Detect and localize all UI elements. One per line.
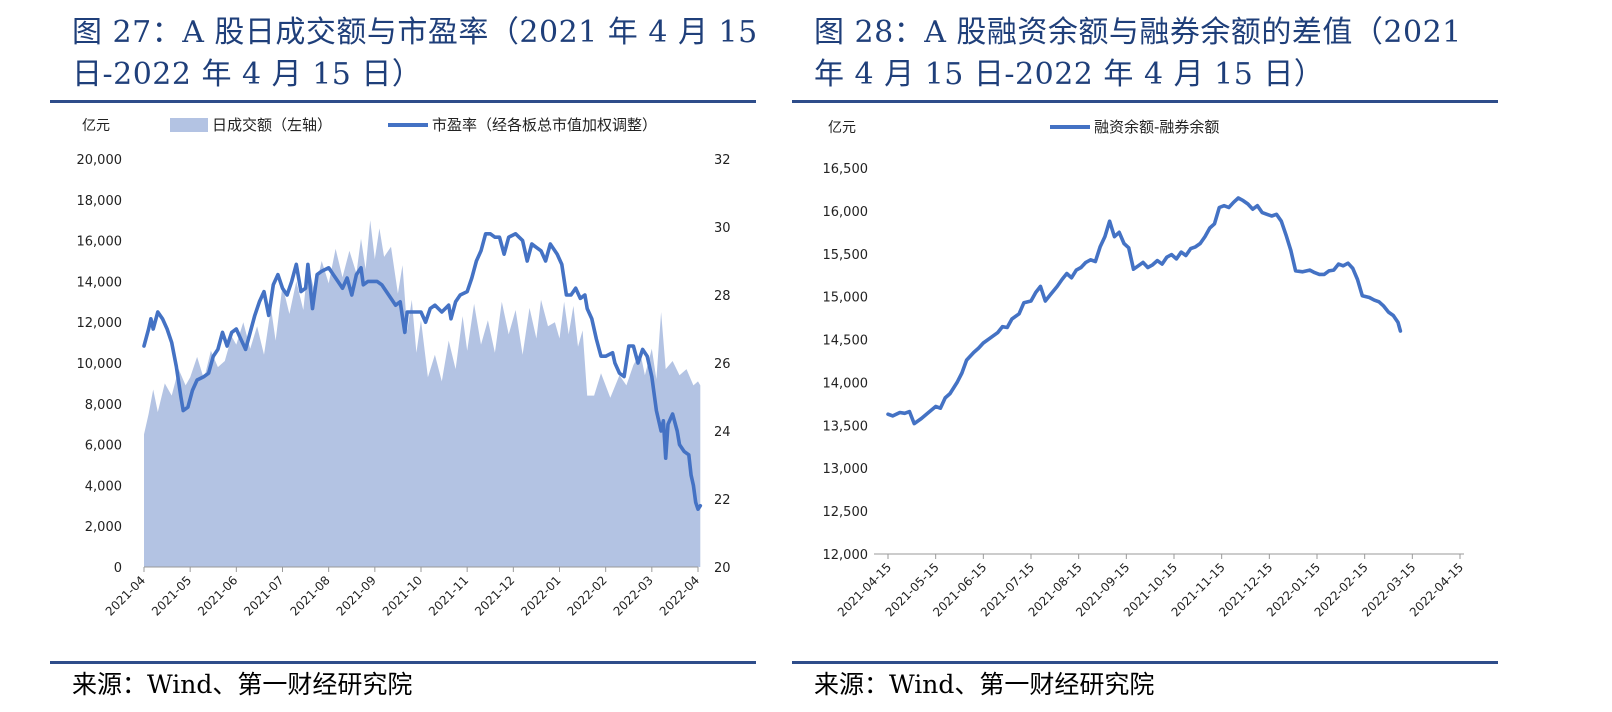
chart-axes <box>143 566 699 572</box>
line-series-margin-balance-difference <box>886 196 1403 426</box>
x-tick-label: 2021-11 <box>426 573 471 618</box>
figure-27-panel: 图 27：A 股日成交额与市盈率（2021 年 4 月 15 日-2022 年 … <box>50 0 760 712</box>
y-tick-label: 16,500 <box>823 162 869 177</box>
y-tick-label: 14,000 <box>823 376 869 391</box>
x-tick-label: 2021-08 <box>287 573 332 618</box>
figure-27-top-rule <box>50 100 756 103</box>
y-tick-label: 20,000 <box>77 153 123 168</box>
y-tick-label: 10,000 <box>77 357 123 372</box>
legend-area-label: 日成交额（左轴） <box>212 116 332 134</box>
y2-tick-label: 30 <box>714 221 731 236</box>
x-tick-label: 2022-03 <box>611 573 656 618</box>
y-tick-label: 12,500 <box>823 505 869 520</box>
chart-legend: 日成交额（左轴） 市盈率（经各板总市值加权调整） <box>170 116 657 134</box>
y2-tick-label: 26 <box>714 357 731 372</box>
x-tick-label: 2022-01 <box>518 573 563 618</box>
line-pe-ratio <box>142 232 703 512</box>
figure-28-title-line2: 年 4 月 15 日-2022 年 4 月 15 日） <box>814 57 1325 92</box>
y-tick-label: 4,000 <box>85 479 122 494</box>
figure-28-panel: 图 28：A 股融资余额与融券余额的差值（2021 年 4 月 15 日-202… <box>792 0 1502 712</box>
x-tick-label: 2022-04 <box>657 573 702 618</box>
y-tick-label: 15,500 <box>823 248 869 263</box>
figure-27-bottom-rule <box>50 661 756 664</box>
y-tick-label: 16,000 <box>77 235 123 250</box>
x-tick-label: 2021-06 <box>195 573 240 618</box>
y-tick-label: 13,500 <box>823 419 869 434</box>
figure-28-chart: 亿元 融资余额-融券余额 12,000 12,500 13,000 13,500 14,… <box>823 118 1467 619</box>
legend-line-label: 融资余额-融券余额 <box>1094 118 1219 136</box>
x-tick-label: 2021-05 <box>149 573 194 618</box>
x-tick-label: 2021-09 <box>334 573 379 618</box>
figure-27-title-line2: 日-2022 年 4 月 15 日） <box>72 57 423 92</box>
y2-tick-label: 20 <box>714 561 731 576</box>
y-tick-label: 12,000 <box>77 316 123 331</box>
figure-28-title-line1: 图 28：A 股融资余额与融券余额的差值（2021 <box>814 15 1462 50</box>
line-margin-balance-difference <box>886 196 1403 426</box>
legend-area-swatch <box>170 118 208 132</box>
line-series-pe-ratio <box>142 232 703 512</box>
y2-tick-label: 32 <box>714 153 731 168</box>
area-series-daily-turnover <box>144 220 701 567</box>
y-tick-label: 13,000 <box>823 462 869 477</box>
y-tick-label: 2,000 <box>85 520 122 535</box>
x-tick-label: 2022-02 <box>564 573 609 618</box>
y2-tick-label: 24 <box>714 425 731 440</box>
area-daily-turnover <box>144 220 701 567</box>
y-tick-label: 15,000 <box>823 291 869 306</box>
x-tick-label: 2021-07 <box>241 573 286 618</box>
y-tick-label: 0 <box>114 561 122 576</box>
y-tick-label: 18,000 <box>77 194 123 209</box>
y-axis-unit-label: 亿元 <box>82 118 110 134</box>
x-tick-label: 2021-12 <box>472 573 517 618</box>
y-tick-label: 12,000 <box>823 548 869 563</box>
figure-27-source: 来源：Wind、第一财经研究院 <box>72 670 413 699</box>
figure-27-title-line1: 图 27：A 股日成交额与市盈率（2021 年 4 月 15 <box>72 15 758 50</box>
tick-labels: 12,000 12,500 13,000 13,500 14,000 14,500 15,0… <box>823 162 1467 619</box>
y2-tick-label: 22 <box>714 493 731 508</box>
y-tick-label: 8,000 <box>85 398 122 413</box>
y2-tick-label: 28 <box>714 289 731 304</box>
figure-28-top-rule <box>792 100 1498 103</box>
y-tick-label: 14,500 <box>823 334 869 349</box>
figure-28-title: 图 28：A 股融资余额与融券余额的差值（2021 年 4 月 15 日-202… <box>814 12 1462 96</box>
chart-axes <box>874 553 1464 559</box>
x-tick-label: 2021-04 <box>103 573 148 618</box>
y-tick-label: 16,000 <box>823 205 869 220</box>
legend-line-label: 市盈率（经各板总市值加权调整） <box>432 116 657 134</box>
figure-28-source: 来源：Wind、第一财经研究院 <box>814 670 1155 699</box>
figure-27-chart: 亿元 日成交额（左轴） 市盈率（经各板总市值加权调整） 0 2,000 4,000 6… <box>77 116 731 619</box>
figure-28-bottom-rule <box>792 661 1498 664</box>
x-tick-label: 2021-10 <box>380 573 425 618</box>
chart-legend: 融资余额-融券余额 <box>1050 118 1219 136</box>
y-axis-unit-label: 亿元 <box>828 120 856 136</box>
figure-27-title: 图 27：A 股日成交额与市盈率（2021 年 4 月 15 日-2022 年 … <box>72 12 758 96</box>
y-tick-label: 6,000 <box>85 439 122 454</box>
y-tick-label: 14,000 <box>77 275 123 290</box>
